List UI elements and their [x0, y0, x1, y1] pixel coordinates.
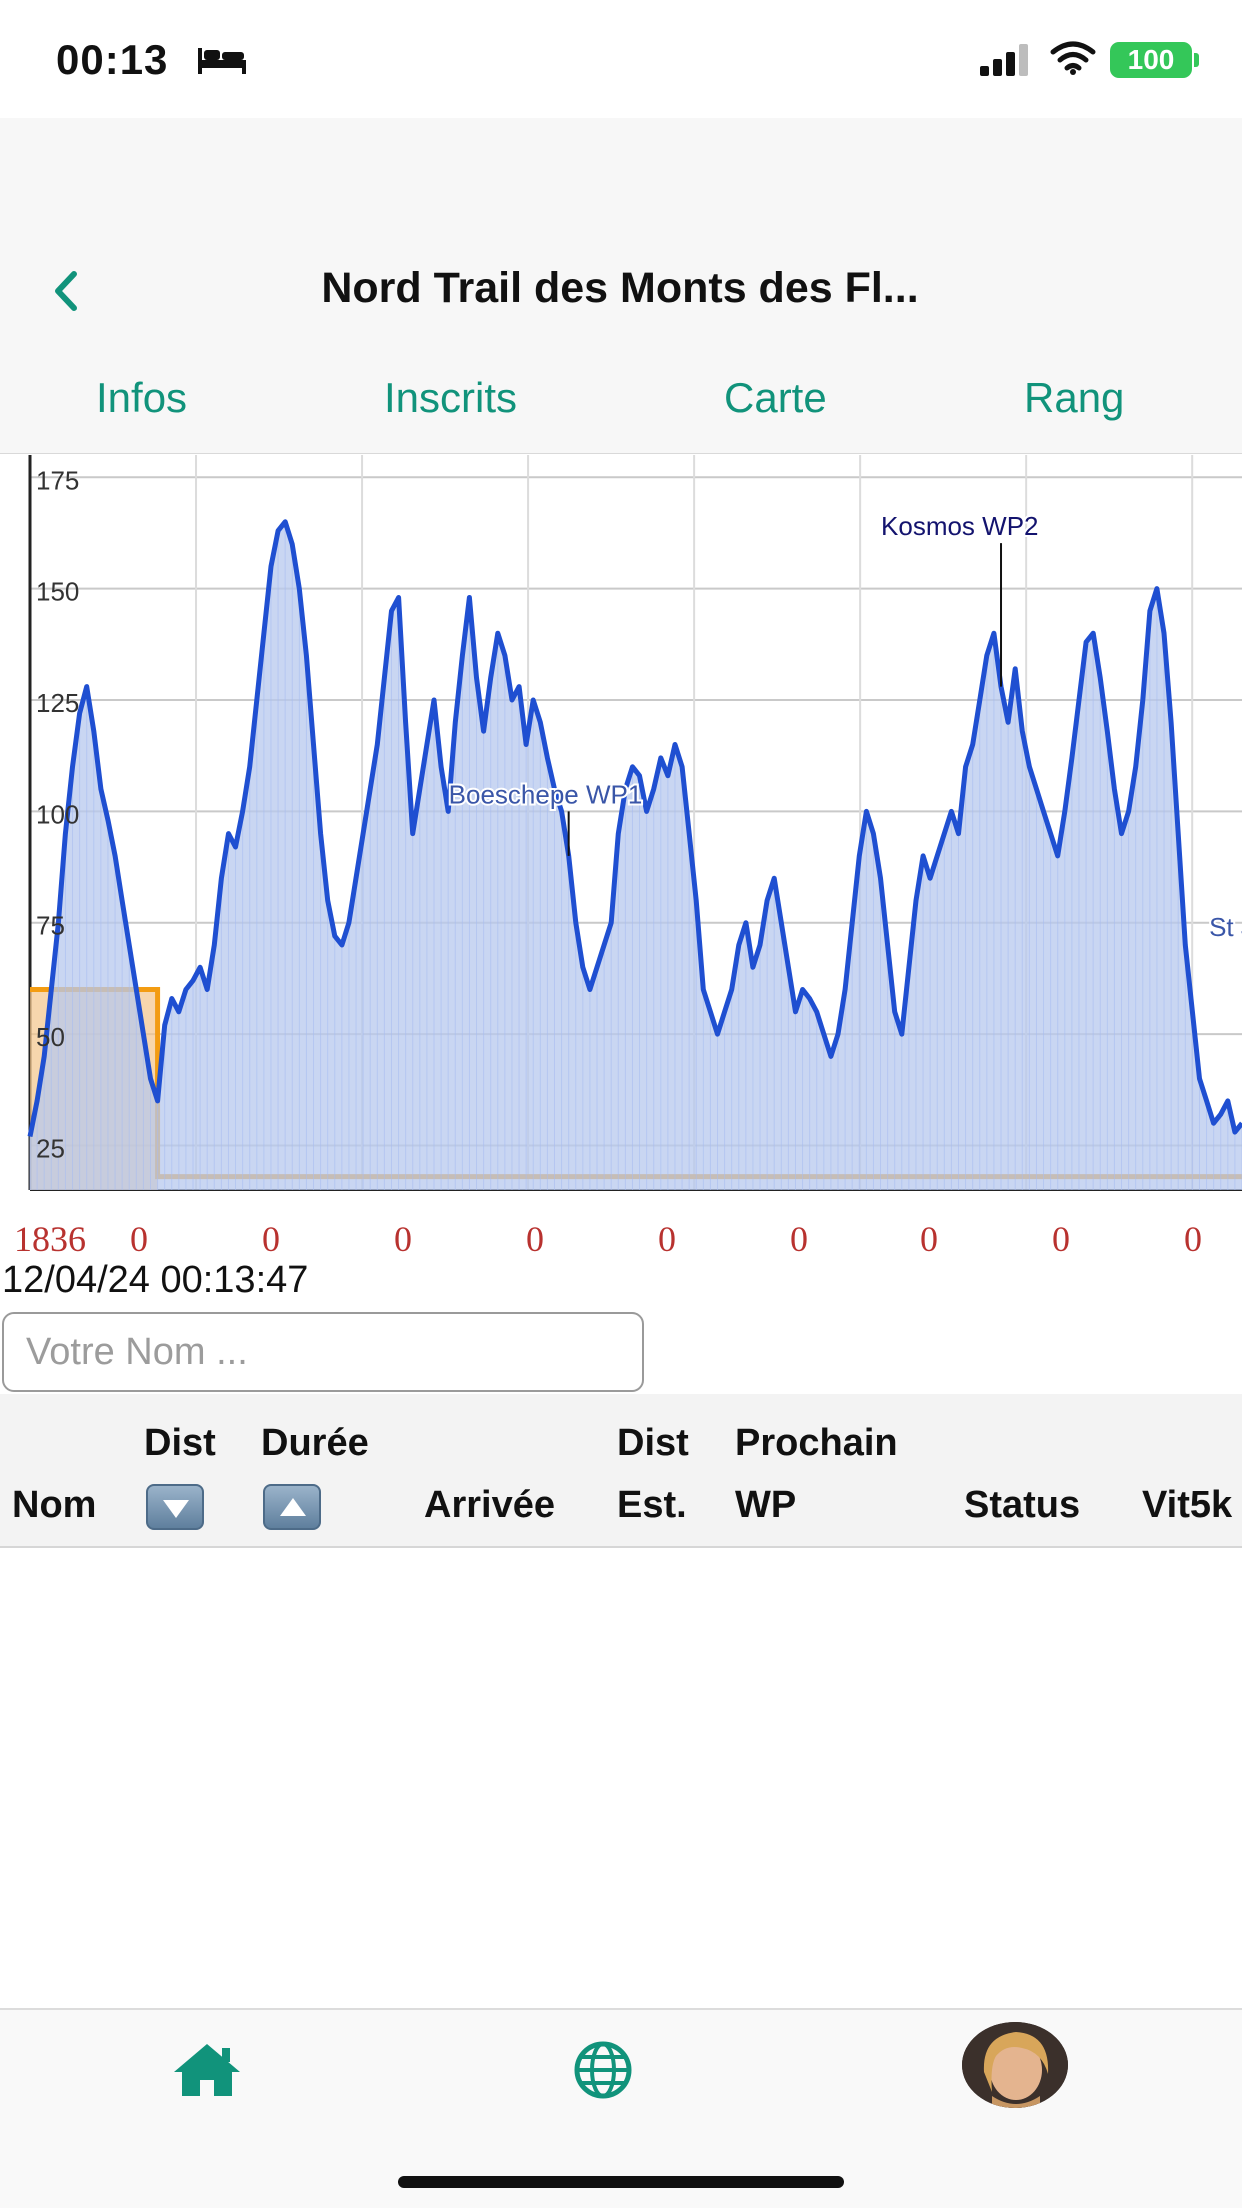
checkpoint-count: 0 — [790, 1219, 808, 1259]
tab-rang[interactable]: Rang — [1024, 374, 1125, 421]
col-prochain-wp-line1[interactable]: Prochain — [735, 1422, 898, 1464]
checkpoint-count: 1836 — [14, 1219, 86, 1259]
y-tick-label: 50 — [36, 1022, 65, 1052]
waypoint-label: St Jans — [1209, 912, 1242, 942]
sort-down-icon — [163, 1500, 189, 1518]
elevation-chart-svg: Boeschepe WP1 Kosmos WP2 St Jans 175 150 125… — [0, 455, 1242, 1195]
globe-icon[interactable] — [570, 2040, 636, 2100]
results-table-header: Nom Dist Durée Arrivée Dist Est. Prochai… — [0, 1394, 1242, 1548]
waypoint-label: Kosmos WP2 — [881, 511, 1039, 541]
chevron-left-icon[interactable] — [46, 266, 86, 316]
status-time: 00:13 — [56, 36, 169, 83]
tab-inscrits[interactable]: Inscrits — [384, 374, 518, 421]
y-tick-label: 125 — [36, 688, 79, 718]
y-tick-label: 75 — [36, 911, 65, 941]
home-indicator — [398, 2176, 844, 2188]
battery-indicator: 100 — [1110, 42, 1192, 78]
col-nom[interactable]: Nom — [12, 1484, 97, 1526]
col-dist-est-line2[interactable]: Est. — [617, 1484, 687, 1526]
avatar[interactable] — [962, 2022, 1068, 2108]
bed-icon — [198, 48, 246, 74]
status-bar: 00:13 100 — [0, 0, 1242, 118]
sort-up-button[interactable] — [263, 1484, 321, 1530]
checkpoint-count: 0 — [526, 1219, 544, 1259]
checkpoint-count: 0 — [658, 1219, 676, 1259]
tab-infos[interactable]: Infos — [96, 374, 188, 421]
checkpoint-count: 0 — [394, 1219, 412, 1259]
checkpoint-count: 0 — [1184, 1219, 1202, 1259]
avatar-image — [962, 2022, 1068, 2108]
tab-carte[interactable]: Carte — [724, 374, 827, 421]
y-tick-label: 150 — [36, 577, 79, 607]
checkpoint-count: 0 — [1052, 1219, 1070, 1259]
page-title: Nord Trail des Monts des Fl... — [321, 264, 919, 312]
app-header — [0, 118, 1242, 454]
y-tick-label: 175 — [36, 465, 79, 495]
col-duree[interactable]: Durée — [261, 1422, 369, 1464]
col-prochain-wp-line2[interactable]: WP — [735, 1484, 797, 1526]
battery-tip — [1194, 53, 1199, 67]
col-arrivee[interactable]: Arrivée — [424, 1484, 555, 1526]
checkpoint-count: 0 — [130, 1219, 148, 1259]
elevation-area — [30, 521, 1242, 1190]
elevation-line — [27, 519, 1242, 1137]
sort-down-button[interactable] — [146, 1484, 204, 1530]
col-dist-est-line1[interactable]: Dist — [617, 1422, 689, 1464]
sort-up-icon — [280, 1498, 306, 1516]
name-search-input[interactable] — [2, 1312, 644, 1392]
col-status[interactable]: Status — [964, 1484, 1081, 1526]
timestamp: 12/04/24 00:13:47 — [2, 1259, 309, 1301]
home-icon[interactable] — [172, 2040, 242, 2100]
y-tick-label: 25 — [36, 1133, 65, 1163]
y-tick-label: 100 — [36, 799, 79, 829]
signal-icon — [980, 44, 1028, 76]
wifi-icon — [1050, 41, 1096, 75]
col-vit5k[interactable]: Vit5k — [1142, 1484, 1233, 1526]
waypoint-label: Boeschepe WP1 — [449, 779, 643, 809]
col-dist[interactable]: Dist — [144, 1422, 216, 1464]
checkpoint-count: 0 — [262, 1219, 280, 1259]
checkpoint-count: 0 — [920, 1219, 938, 1259]
checkpoint-counts: 1836 0 0 0 0 0 0 0 0 0 — [0, 1218, 1242, 1268]
elevation-chart[interactable]: Boeschepe WP1 Kosmos WP2 St Jans 175 150 125… — [0, 455, 1242, 1195]
